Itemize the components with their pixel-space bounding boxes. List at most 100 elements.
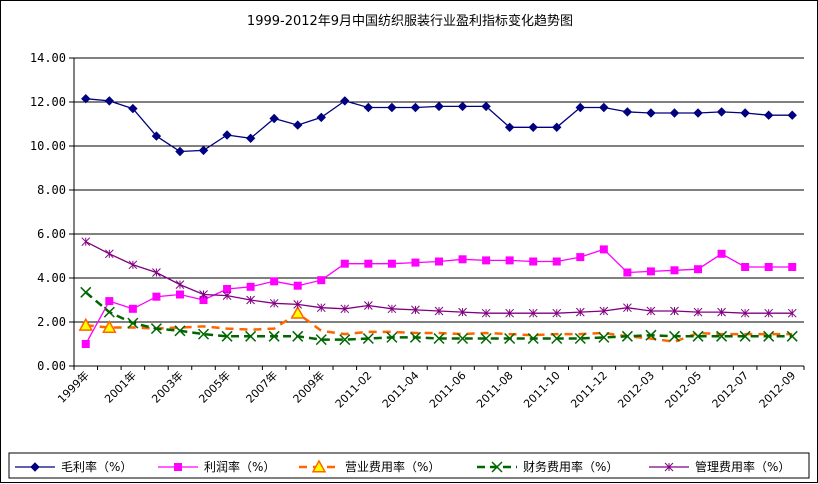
x-tick-label: 2011-12 — [568, 369, 610, 411]
x-tick-label: 2001年 — [102, 368, 139, 405]
data-point — [340, 96, 350, 106]
data-point — [764, 263, 773, 271]
data-point — [694, 265, 703, 274]
x-tick-label: 2011-08 — [474, 369, 516, 411]
data-point — [387, 304, 397, 314]
data-point — [527, 332, 539, 345]
data-point — [787, 308, 797, 318]
data-point — [435, 257, 443, 266]
data-point — [668, 330, 681, 342]
data-point — [81, 93, 91, 104]
data-point — [386, 331, 398, 343]
data-point — [175, 280, 185, 289]
data-point — [80, 286, 92, 298]
data-point — [599, 102, 609, 113]
legend-item: 利润率（%） — [158, 459, 275, 474]
data-point — [315, 334, 327, 346]
y-tick-label: 2.00 — [37, 315, 66, 329]
data-point — [433, 332, 445, 345]
data-point — [646, 108, 656, 118]
data-point — [529, 257, 538, 266]
data-point — [105, 297, 114, 306]
data-point — [504, 122, 515, 133]
data-point — [504, 332, 516, 345]
data-point — [739, 330, 751, 342]
data-point — [103, 306, 115, 318]
y-tick-label: 0.00 — [37, 359, 66, 373]
x-tick-label: 2003年 — [149, 368, 186, 405]
data-point — [669, 108, 680, 118]
x-tick-label: 2011-10 — [521, 369, 563, 411]
data-point — [222, 130, 232, 140]
data-point — [599, 306, 609, 316]
data-point — [362, 332, 374, 345]
data-point — [409, 331, 421, 343]
legend-label: 毛利率（%） — [61, 459, 132, 474]
data-point — [434, 101, 444, 112]
data-point — [623, 303, 632, 313]
data-point — [787, 110, 797, 120]
series-2 — [81, 245, 797, 348]
data-point — [198, 145, 209, 156]
x-tick-label: 2005年 — [196, 368, 233, 405]
data-point — [81, 237, 91, 247]
data-point — [245, 133, 256, 144]
legend-marker — [491, 461, 503, 473]
data-point — [646, 267, 655, 276]
legend-marker — [30, 462, 40, 472]
data-point — [552, 308, 562, 318]
data-point — [290, 305, 305, 319]
data-point — [340, 304, 350, 314]
series-line — [85, 311, 793, 344]
data-point — [528, 122, 538, 133]
series-3 — [78, 305, 793, 344]
data-point — [128, 103, 138, 114]
data-point — [552, 122, 562, 133]
data-point — [716, 330, 728, 342]
data-point — [152, 292, 161, 301]
data-point — [788, 263, 797, 271]
data-point — [763, 110, 774, 120]
data-point — [741, 263, 750, 271]
data-point — [717, 307, 726, 317]
data-point — [339, 334, 351, 346]
series-group — [78, 93, 798, 348]
y-tick-label: 4.00 — [37, 271, 66, 285]
data-point — [670, 306, 679, 316]
data-point — [128, 304, 137, 313]
legend-item: 管理费用率（%） — [649, 459, 790, 474]
legend-label: 利润率（%） — [204, 459, 275, 474]
data-point — [102, 319, 117, 334]
legend: 毛利率（%） 利润率（%） 营业费用率（%） 财务费用率（%） 管理费用率（%） — [8, 452, 810, 479]
legend-marker — [664, 462, 674, 472]
data-point — [575, 307, 585, 317]
series-5 — [81, 237, 797, 318]
data-point — [245, 330, 257, 342]
y-tick-label: 12.00 — [30, 95, 66, 109]
data-point — [175, 146, 185, 157]
x-tick-label: 2007年 — [243, 368, 280, 405]
legend-item: 营业费用率（%） — [299, 459, 440, 474]
data-point — [505, 308, 514, 318]
data-point — [411, 305, 420, 315]
data-point — [387, 102, 397, 113]
data-point — [387, 259, 396, 268]
data-point — [622, 107, 633, 117]
series-4 — [80, 286, 798, 346]
data-point — [505, 256, 514, 265]
data-point — [151, 131, 162, 141]
x-tick-label: 2011-02 — [333, 369, 375, 411]
data-point — [621, 330, 633, 342]
data-point — [574, 332, 586, 345]
y-tick-label: 10.00 — [30, 139, 66, 153]
data-point — [528, 308, 538, 318]
legend-item: 毛利率（%） — [15, 459, 132, 474]
data-point — [717, 249, 726, 258]
data-point — [316, 112, 326, 123]
data-point — [786, 330, 798, 342]
data-point — [293, 300, 303, 309]
x-tick-label: 2012-07 — [710, 369, 752, 411]
y-tick-label: 8.00 — [37, 183, 66, 197]
data-point — [646, 306, 656, 316]
